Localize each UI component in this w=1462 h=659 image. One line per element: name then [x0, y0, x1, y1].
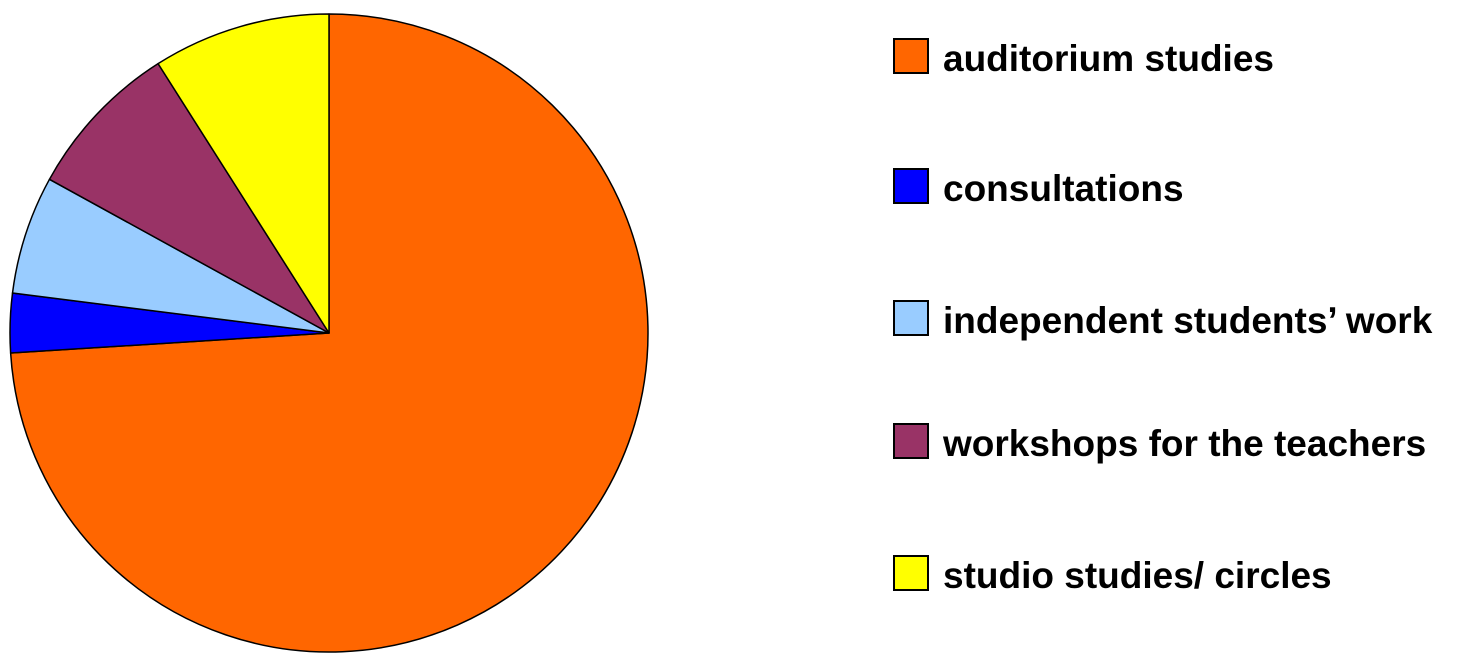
legend-label: auditorium studies	[943, 38, 1274, 79]
legend-item: independent students’ work	[893, 295, 1432, 347]
legend-item: consultations	[893, 163, 1184, 215]
pie-slice	[11, 178, 330, 334]
legend-swatch	[893, 555, 929, 591]
legend-swatch	[893, 423, 929, 459]
legend-label: consultations	[943, 168, 1184, 209]
legend-label: independent students’ work	[943, 300, 1433, 341]
legend-label: studio studies/ circles	[943, 555, 1332, 596]
pie-slice	[48, 62, 330, 334]
legend-swatch	[893, 38, 929, 74]
pie-slice	[157, 13, 330, 334]
legend-swatch	[893, 300, 929, 336]
legend-item: workshops for the teachers	[893, 418, 1426, 470]
legend-item: studio studies/ circles	[893, 550, 1332, 602]
legend-swatch	[893, 168, 929, 204]
legend-item: auditorium studies	[893, 33, 1274, 85]
legend-label: workshops for the teachers	[943, 423, 1427, 464]
